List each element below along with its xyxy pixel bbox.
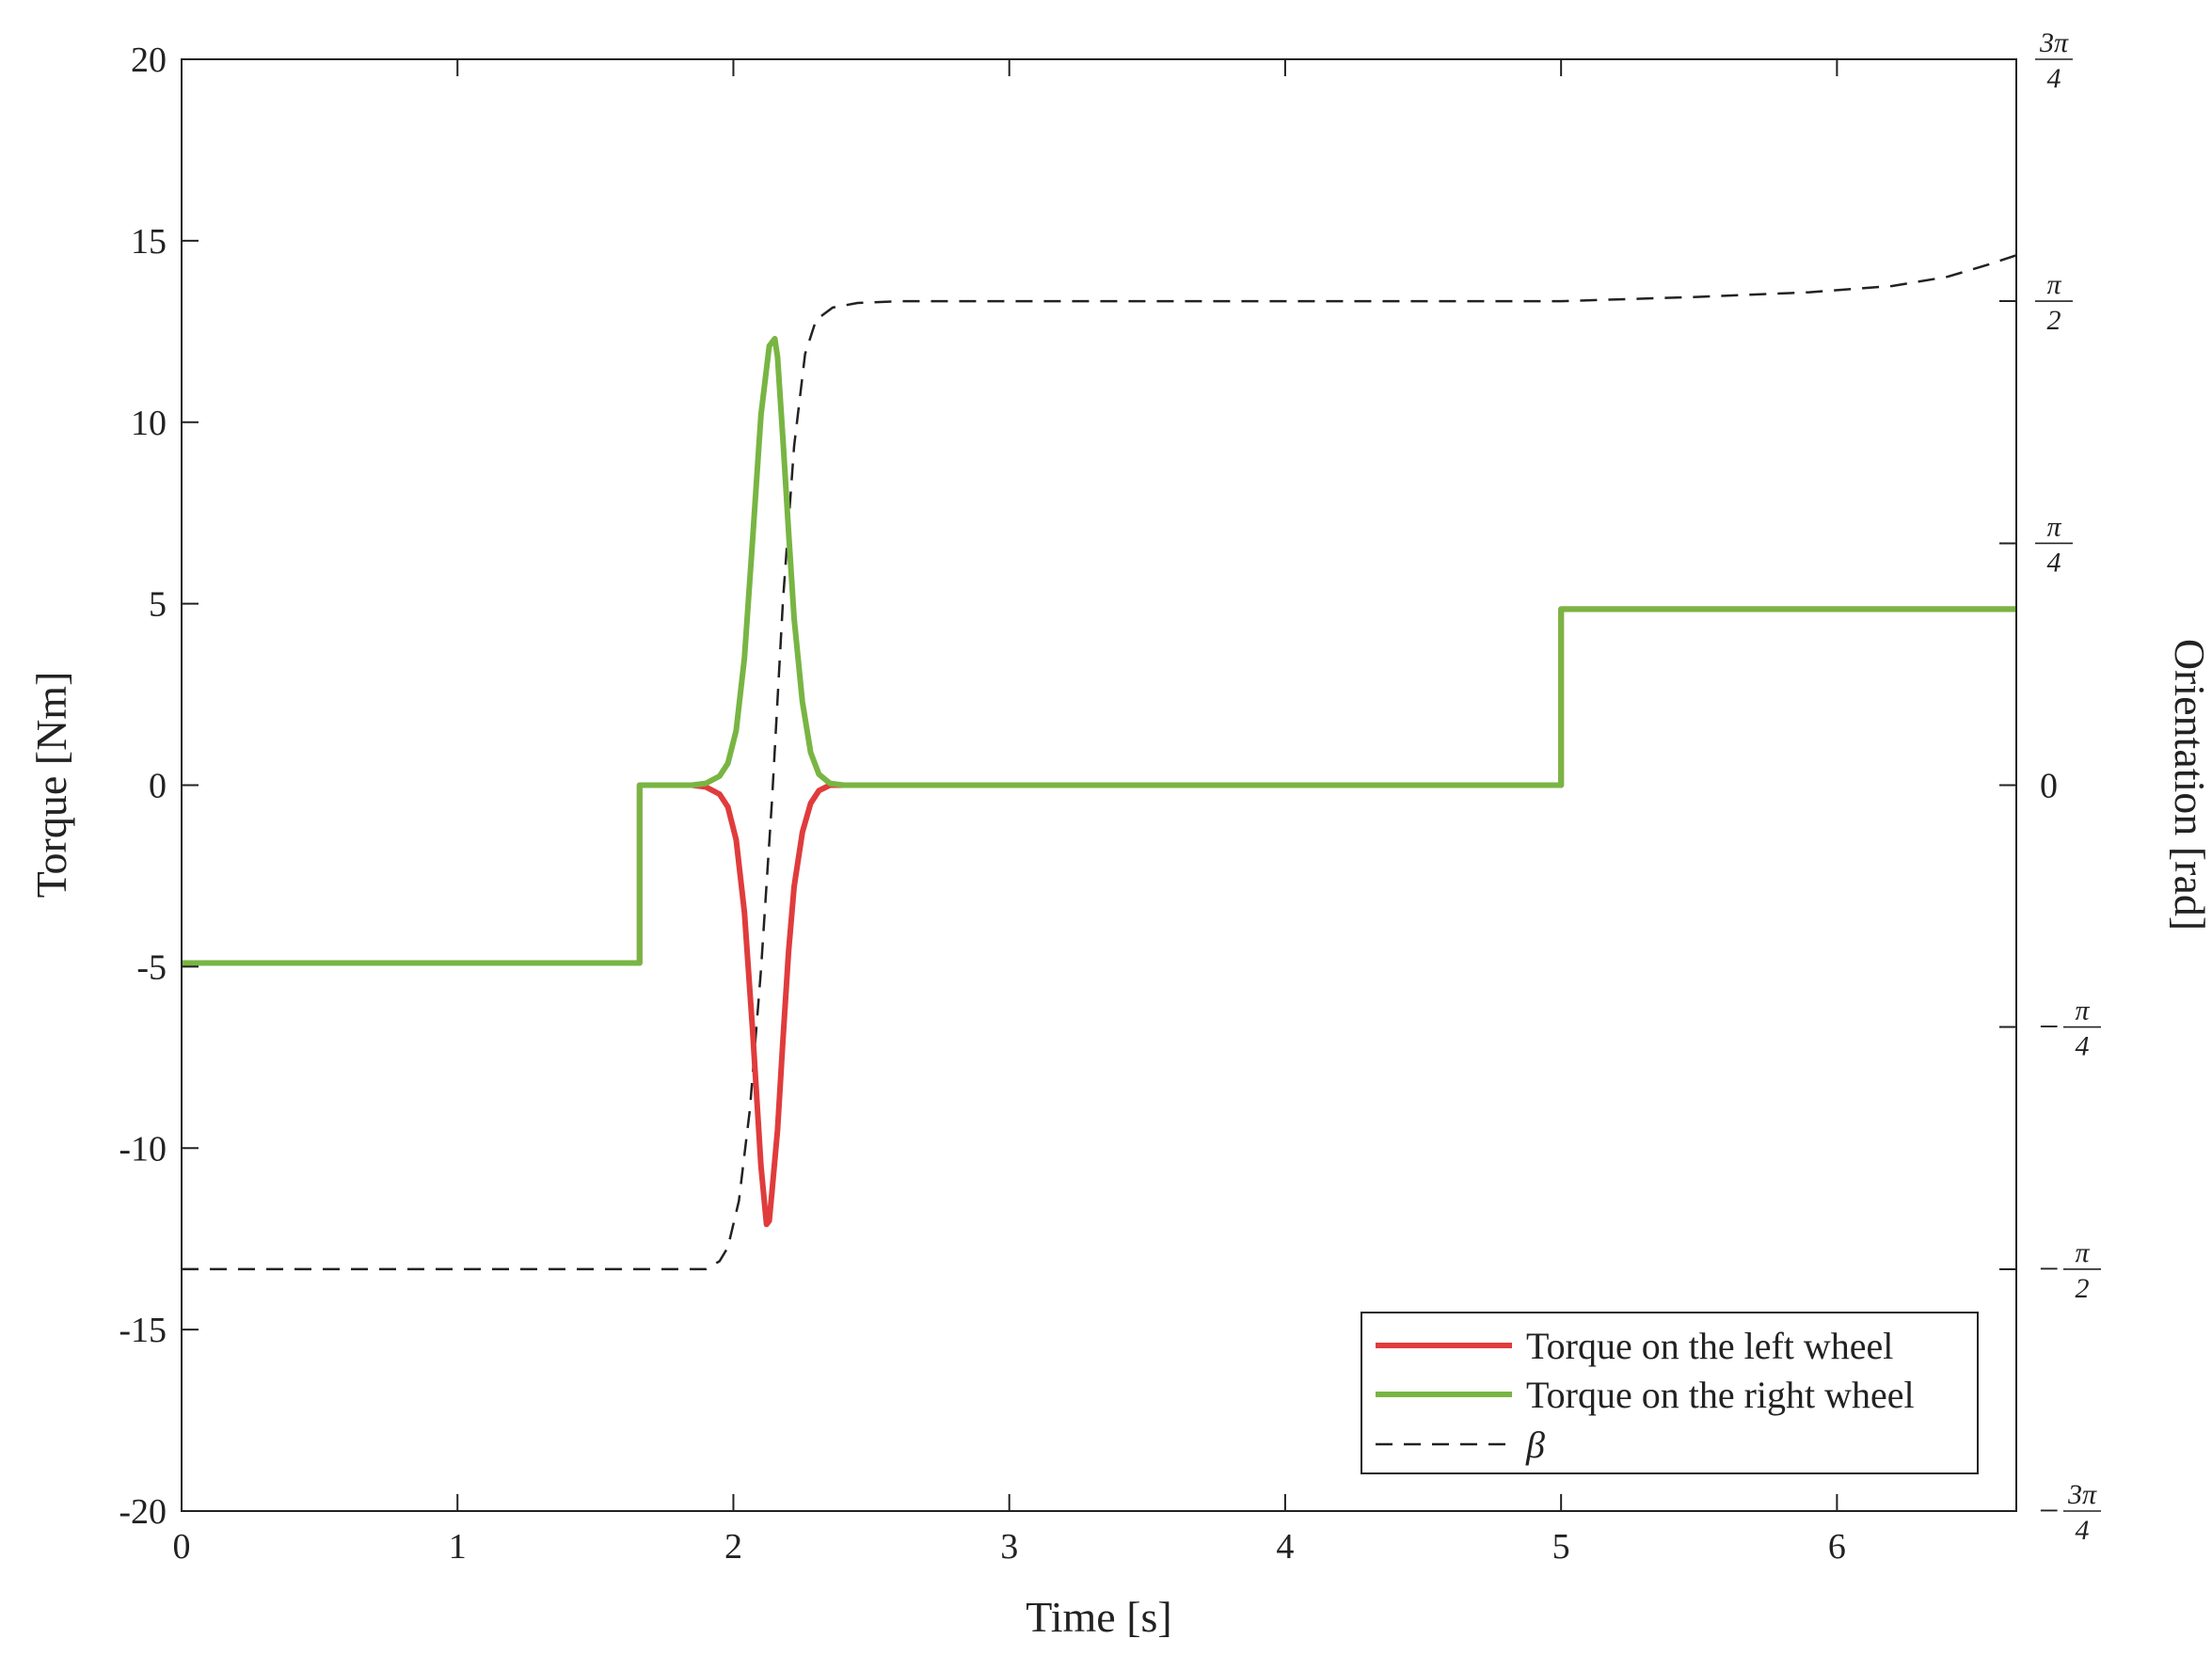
y-tick-denominator: 4 [2076,1515,2090,1546]
series-line-beta [182,254,2017,1271]
y-tick-label-right: −3π 4 [2039,1479,2101,1546]
plot-area [182,254,2017,1271]
x-tick-label: 3 [1000,1527,1018,1567]
x-axis-label: Time [s] [1026,1593,1172,1641]
y-tick-label-left: 0 [149,767,167,806]
y-tick-numerator: π [2046,269,2061,300]
y-tick-label-left: 5 [149,585,167,625]
y-tick-label-right: 3π4 [2035,27,2073,94]
y-tick-label-left: 15 [131,222,167,262]
y-tick-label-right: − π 2 [2039,1237,2101,1304]
y-tick-denominator: 4 [2076,1031,2090,1062]
y-tick-label-left: 20 [131,40,167,80]
legend-label-left-wheel: Torque on the left wheel [1526,1325,1893,1367]
y-tick-denominator: 4 [2047,63,2061,94]
y-tick-label-left: 10 [131,404,167,443]
y-tick-label-left: -20 [119,1492,167,1532]
y-tick-sign: − [2039,1249,2059,1289]
y-axis-label-left: Torque [Nm] [27,672,75,899]
series-line-right-wheel [182,336,2016,966]
x-tick-label: 0 [173,1527,191,1567]
y-tick-numerator: π [2075,995,2090,1026]
series-line-left-wheel [182,606,2016,1228]
x-tick-label: 1 [449,1527,467,1567]
y-tick-label-right: − π 4 [2039,995,2101,1062]
y-tick-label-right: π4 [2035,511,2073,578]
y-tick-label-left: -5 [136,947,167,987]
y-tick-denominator: 4 [2047,547,2061,578]
y-tick-numerator: π [2046,511,2061,542]
y-tick-numerator: 3π [2039,27,2069,58]
y-tick-numerator: π [2075,1237,2090,1268]
y-tick-sign: − [2039,1008,2059,1047]
y-tick-sign: − [2039,1491,2059,1531]
y-tick-label-left: -10 [119,1129,167,1169]
y-tick-label-left: -15 [119,1311,167,1350]
y-tick-denominator: 2 [2076,1273,2090,1304]
y-axis-label-right: Orientation [rad] [2166,639,2212,931]
x-tick-label: 6 [1828,1527,1846,1567]
y-tick-numerator: 3π [2067,1479,2097,1510]
y-tick-label-right: π2 [2035,269,2073,336]
x-tick-label: 4 [1276,1527,1294,1567]
legend-label-beta: β [1525,1424,1545,1466]
legend-label-right-wheel: Torque on the right wheel [1526,1374,1915,1416]
legend: Torque on the left wheel Torque on the r… [1361,1312,1979,1474]
y-tick-label-right-text: 0 [2040,767,2058,806]
y-tick-denominator: 2 [2047,305,2061,336]
x-tick-label: 2 [724,1527,742,1567]
x-tick-label: 5 [1552,1527,1570,1567]
y-tick-label-right: 0 [2040,767,2058,806]
